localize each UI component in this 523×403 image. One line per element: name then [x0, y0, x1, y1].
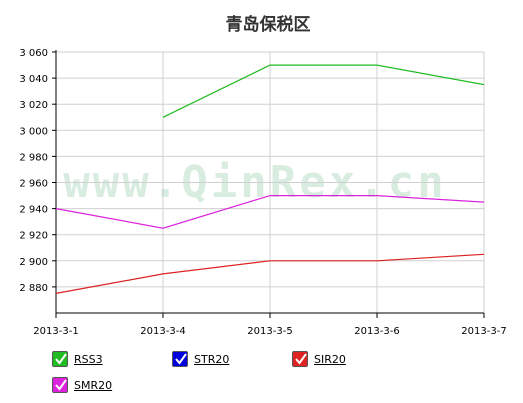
legend-checkbox[interactable]: [52, 377, 68, 393]
x-tick-label: 2013-3-1: [33, 326, 78, 337]
y-tick-label: 2 920: [19, 231, 48, 242]
legend-item-smr20[interactable]: SMR20: [52, 376, 112, 394]
check-icon: [55, 353, 67, 365]
series-line-smr20: [55, 195, 484, 229]
legend: RSS3 STR20 SIR20 SMR20: [52, 350, 372, 398]
x-tick-label: 2013-3-5: [247, 326, 292, 337]
y-tick-label: 3 000: [19, 126, 48, 137]
legend-item-str20[interactable]: STR20: [172, 350, 229, 368]
y-tick-label: 2 940: [19, 205, 48, 216]
legend-label[interactable]: RSS3: [74, 352, 103, 366]
chart-title: 青岛保税区: [226, 14, 311, 35]
grid: [55, 51, 485, 313]
check-icon: [55, 379, 67, 391]
x-tick-label: 2013-3-4: [140, 326, 185, 337]
y-tick-label: 2 880: [19, 283, 48, 294]
legend-label[interactable]: SMR20: [74, 378, 113, 392]
series-line-rss3: [162, 64, 484, 118]
y-tick-label: 3 040: [19, 74, 48, 85]
legend-checkbox[interactable]: [172, 351, 188, 367]
legend-label[interactable]: STR20: [194, 352, 230, 366]
y-axis-ticks: 2 880 2 900 2 920 2 940 2 960 2 980 3 000 3 020…: [19, 48, 56, 294]
legend-checkbox[interactable]: [292, 351, 308, 367]
legend-checkbox[interactable]: [52, 351, 68, 367]
legend-item-rss3[interactable]: RSS3: [52, 350, 103, 368]
legend-item-sir20[interactable]: SIR20: [292, 350, 346, 368]
series-lines: [55, 64, 484, 294]
y-tick-label: 2 960: [19, 179, 48, 190]
y-tick-label: 2 900: [19, 257, 48, 268]
y-tick-label: 2 980: [19, 152, 48, 163]
y-tick-label: 3 020: [19, 100, 48, 111]
x-axis-ticks: 2013-3-1 2013-3-4 2013-3-5 2013-3-6 2013-3-7: [33, 313, 507, 337]
check-icon: [295, 353, 307, 365]
x-tick-label: 2013-3-7: [461, 326, 506, 337]
y-tick-label: 3 060: [19, 48, 48, 59]
series-line-sir20: [55, 253, 484, 294]
check-icon: [175, 353, 187, 365]
x-tick-label: 2013-3-6: [354, 326, 399, 337]
legend-label[interactable]: SIR20: [314, 352, 346, 366]
